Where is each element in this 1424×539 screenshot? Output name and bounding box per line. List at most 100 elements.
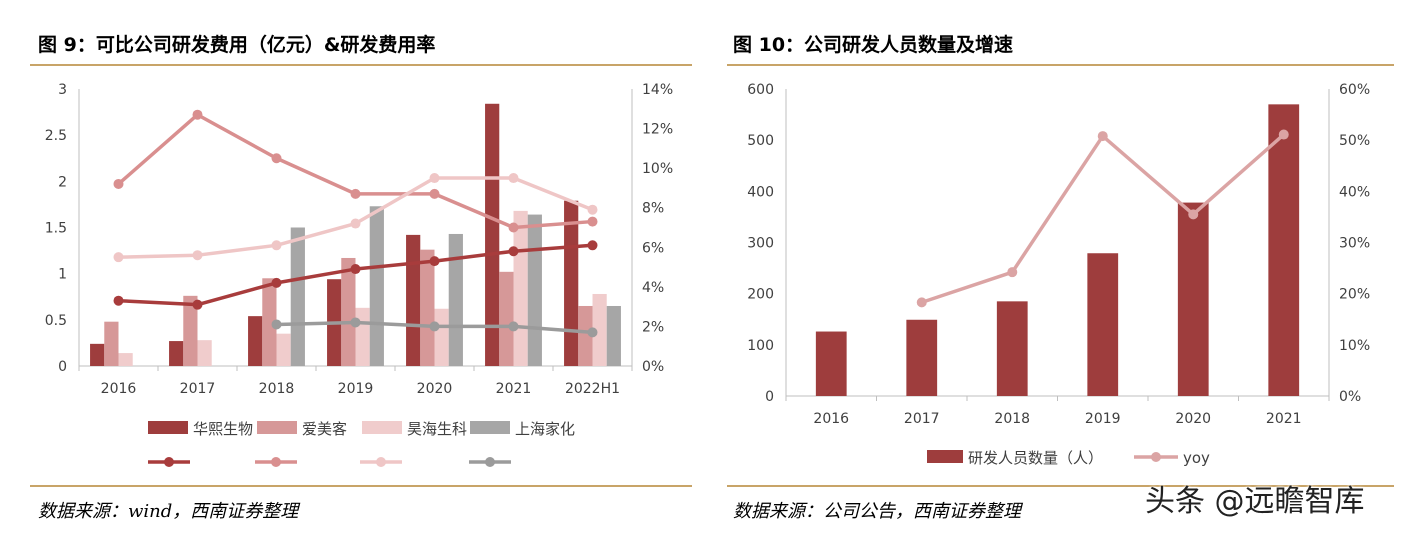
bar <box>341 257 356 366</box>
bar <box>527 214 542 366</box>
y2-tick-label: 14% <box>642 82 673 98</box>
chart-panel-rd-expense: 图 9：可比公司研发费用（亿元）&研发费用率 0 0.5 1 1.5 2 2.5 3 0% 2%… <box>0 0 700 539</box>
bar <box>276 333 291 366</box>
line-point <box>113 295 124 306</box>
line-point <box>271 240 282 251</box>
line-point <box>429 256 440 267</box>
source-rule <box>727 485 1394 487</box>
legend-swatch <box>148 421 188 434</box>
line-point <box>192 299 203 310</box>
legend-swatch-marker <box>164 457 174 467</box>
x-tick-label: 2020 <box>417 381 453 397</box>
line-point <box>587 240 598 251</box>
y2-tick-label: 2% <box>642 319 664 335</box>
y-tick-label: 1 <box>58 267 67 283</box>
line-point <box>587 327 598 338</box>
line-point <box>916 297 927 308</box>
line-point <box>350 218 361 229</box>
y-tick-label: 500 <box>747 133 774 149</box>
bar <box>406 234 421 366</box>
line-point <box>587 216 598 227</box>
line-point <box>1007 267 1018 278</box>
bar <box>564 200 579 366</box>
x-tick-label: 2018 <box>259 381 295 397</box>
bar <box>169 341 184 366</box>
bar <box>1087 253 1119 396</box>
legend-swatch <box>927 450 963 463</box>
legend-swatch-marker <box>485 457 495 467</box>
y-tick-label: 2.5 <box>45 128 67 144</box>
y2-tick-label: 12% <box>642 122 673 138</box>
bar <box>355 307 370 366</box>
line-point <box>271 153 282 164</box>
y2-tick-label: 50% <box>1339 133 1370 149</box>
legend-label: yoy <box>1183 449 1210 467</box>
x-tick-label: 2019 <box>338 381 374 397</box>
line-point <box>1188 209 1199 220</box>
legend-label: 研发人员数量（人） <box>968 449 1103 467</box>
chart-title: 图 10：公司研发人员数量及增速 <box>733 34 1014 56</box>
chart-panel-rd-staff: 图 10：公司研发人员数量及增速 0 100 200 300 400 500 600 0% 10… <box>727 0 1424 539</box>
line-point <box>271 319 282 330</box>
line-point <box>429 173 440 184</box>
bar <box>996 301 1028 396</box>
y2-tick-label: 10% <box>1339 338 1370 354</box>
bar <box>1177 202 1209 396</box>
x-tick-label: 2021 <box>496 381 532 397</box>
y2-tick-label: 0% <box>642 359 664 375</box>
x-tick-label: 2017 <box>904 411 940 427</box>
legend-label: 昊海生科 <box>407 420 467 438</box>
x-tick-label: 2017 <box>180 381 216 397</box>
y-tick-label: 300 <box>747 236 774 252</box>
x-tick-label: 2022H1 <box>565 381 620 397</box>
line-point <box>508 173 519 184</box>
y-tick-label: 2 <box>58 174 67 190</box>
source-note: 数据来源：wind，西南证券整理 <box>38 501 299 522</box>
bar <box>420 249 435 366</box>
y-tick-label: 200 <box>747 287 774 303</box>
x-tick-label: 2016 <box>813 411 849 427</box>
legend-swatch <box>362 421 402 434</box>
chart-canvas: 0 100 200 300 400 500 600 0% 10% 20% 30% 40% 50% 60% 2… <box>747 82 1370 467</box>
bar <box>606 305 621 366</box>
legend-label: 华熙生物 <box>193 420 253 438</box>
legend-swatch <box>470 421 510 434</box>
y-tick-label: 600 <box>747 82 774 98</box>
line-point <box>508 321 519 332</box>
line-point <box>350 188 361 199</box>
bar <box>485 103 500 367</box>
y-tick-label: 1.5 <box>45 221 67 237</box>
watermark: 头条 @远瞻智库 <box>1145 484 1365 519</box>
y2-tick-label: 8% <box>642 201 664 217</box>
bar <box>197 340 212 366</box>
y2-tick-label: 40% <box>1339 184 1370 200</box>
y-tick-label: 0 <box>765 389 774 405</box>
bar <box>906 319 938 396</box>
bar <box>262 278 277 366</box>
y2-tick-label: 20% <box>1339 287 1370 303</box>
bar <box>104 321 119 366</box>
bar <box>592 293 607 366</box>
y-tick-label: 0.5 <box>45 313 67 329</box>
y-tick-label: 0 <box>58 359 67 375</box>
title-rule <box>727 64 1394 66</box>
line-point <box>587 204 598 215</box>
line-point <box>429 321 440 332</box>
x-tick-label: 2021 <box>1266 411 1302 427</box>
line-point <box>508 246 519 257</box>
chart-canvas: 0 0.5 1 1.5 2 2.5 3 0% 2% 4% 6% 8% 10% 12% 14% 2016 2017… <box>45 82 673 467</box>
y-tick-label: 100 <box>747 338 774 354</box>
line-point <box>271 277 282 288</box>
bar <box>183 295 198 366</box>
bar <box>499 271 514 366</box>
source-note: 数据来源：公司公告，西南证券整理 <box>733 501 1021 522</box>
chart-title: 图 9：可比公司研发费用（亿元）&研发费用率 <box>38 34 436 56</box>
x-tick-label: 2020 <box>1175 411 1211 427</box>
legend-label: 爱美客 <box>302 420 347 438</box>
bar <box>90 343 105 366</box>
legend-swatch-marker <box>1151 452 1161 462</box>
bar <box>815 331 847 396</box>
line-point <box>1278 129 1289 140</box>
x-tick-label: 2016 <box>101 381 137 397</box>
line-point <box>508 222 519 233</box>
